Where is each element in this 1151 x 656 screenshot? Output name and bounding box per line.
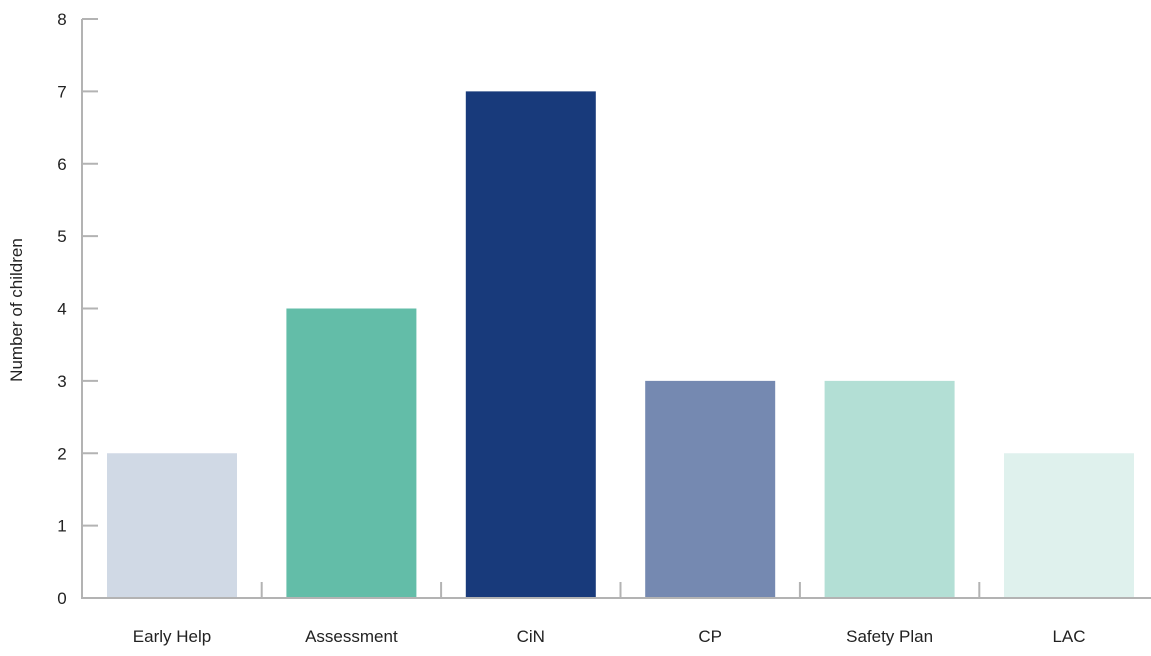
- bar-cin: [465, 91, 596, 598]
- bar-assessment: [286, 308, 417, 598]
- y-tick-label: 4: [57, 300, 66, 319]
- y-tick-label: 8: [57, 10, 66, 29]
- x-tick-label: LAC: [1052, 627, 1085, 646]
- bars: [107, 91, 1134, 598]
- bar-safety-plan: [824, 380, 955, 598]
- y-tick-label: 0: [57, 589, 66, 608]
- x-tick-label: CiN: [517, 627, 545, 646]
- y-tick-label: 6: [57, 155, 66, 174]
- y-tick-label: 3: [57, 372, 66, 391]
- x-axis-ticks: [81, 582, 981, 598]
- x-axis-tick-labels: Early Help Assessment CiN CP Safety Plan LAC: [133, 627, 1086, 646]
- x-tick-label: CP: [698, 627, 722, 646]
- bar-cp: [645, 380, 776, 598]
- y-tick-label: 7: [57, 82, 66, 101]
- y-tick-label: 5: [57, 227, 66, 246]
- y-tick-label: 1: [57, 517, 66, 536]
- bar-lac: [1004, 453, 1134, 598]
- x-tick-label: Safety Plan: [846, 627, 933, 646]
- axes: [81, 19, 1151, 599]
- x-tick-label: Assessment: [305, 627, 398, 646]
- y-axis-ticks: 0 1 2 3 4 5 6 7 8: [57, 10, 98, 608]
- y-axis-title: Number of children: [7, 238, 26, 382]
- x-tick-label: Early Help: [133, 627, 211, 646]
- bar-early-help: [107, 453, 237, 598]
- y-tick-label: 2: [57, 444, 66, 463]
